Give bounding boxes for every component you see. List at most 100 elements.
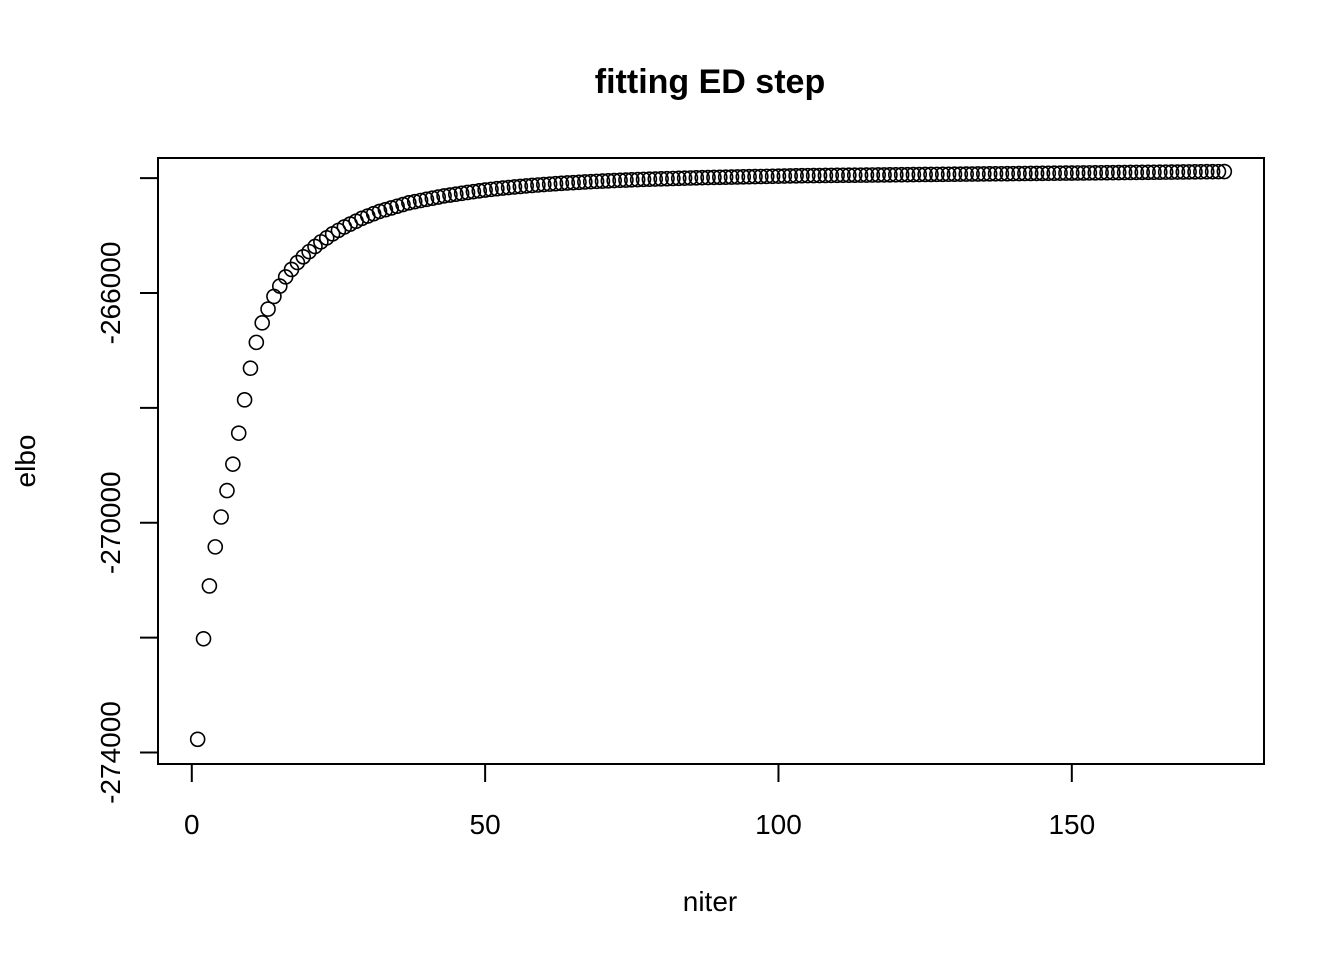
data-point — [1005, 165, 1021, 182]
data-point — [1028, 165, 1045, 182]
data-point — [459, 184, 476, 201]
data-point — [577, 174, 593, 190]
data-point — [289, 254, 306, 271]
data-point — [700, 169, 716, 186]
data-point — [823, 167, 840, 184]
data-point — [782, 168, 799, 184]
data-point — [565, 174, 581, 191]
data-point — [530, 177, 546, 193]
data-point — [430, 189, 446, 205]
data-point — [1069, 165, 1086, 181]
data-point — [976, 166, 992, 182]
data-point — [1193, 163, 1209, 180]
data-point — [442, 187, 458, 203]
data-point — [905, 166, 922, 183]
data-point — [1210, 163, 1227, 180]
data-point — [1064, 165, 1080, 181]
data-point — [1093, 164, 1109, 181]
data-point — [594, 173, 611, 189]
data-point — [506, 179, 523, 195]
data-point — [600, 173, 617, 189]
data-point — [559, 175, 576, 191]
data-point — [588, 173, 605, 190]
data-point — [535, 176, 552, 193]
data-point — [571, 174, 587, 191]
data-point — [1146, 164, 1162, 181]
data-point — [1087, 165, 1104, 181]
data-point — [582, 173, 599, 190]
data-point — [864, 167, 881, 183]
data-point — [981, 166, 998, 182]
data-point — [794, 167, 810, 184]
x-tick-label: 100 — [755, 809, 802, 840]
data-point — [635, 171, 652, 188]
x-tick-label: 50 — [470, 809, 501, 840]
data-point — [682, 170, 699, 186]
data-point — [899, 166, 916, 183]
data-point — [1140, 164, 1156, 181]
data-point — [1052, 165, 1068, 181]
data-point — [1081, 165, 1098, 181]
data-point — [518, 178, 534, 194]
data-point — [747, 168, 763, 185]
y-tick-label: -270000 — [95, 471, 126, 574]
y-tick-label: -266000 — [95, 242, 126, 345]
data-point — [723, 169, 740, 185]
data-point — [805, 167, 822, 184]
data-point — [706, 169, 722, 186]
data-point — [623, 172, 640, 188]
data-point — [471, 183, 488, 199]
data-point — [952, 166, 969, 182]
data-point — [987, 165, 1004, 182]
data-point — [1022, 165, 1039, 182]
data-point — [541, 176, 558, 192]
data-point — [201, 578, 218, 594]
data-point — [629, 171, 646, 188]
chart-title: fitting ED step — [595, 63, 825, 101]
data-point — [618, 172, 634, 188]
data-point — [242, 360, 259, 377]
data-point — [295, 248, 312, 265]
data-point — [266, 288, 282, 305]
data-point — [770, 168, 787, 184]
data-point — [395, 196, 411, 213]
data-point — [841, 167, 857, 184]
data-point — [835, 167, 851, 184]
data-point — [512, 178, 529, 195]
data-point — [547, 175, 564, 192]
data-point — [1157, 164, 1174, 180]
data-point — [1040, 165, 1057, 182]
data-point — [923, 166, 939, 183]
data-point — [424, 190, 441, 207]
data-point — [489, 180, 505, 197]
data-point — [377, 201, 394, 218]
data-point — [418, 191, 435, 208]
data-point — [776, 168, 793, 184]
data-point — [371, 203, 388, 220]
data-point — [882, 167, 898, 183]
data-point — [1011, 165, 1027, 182]
data-point — [670, 170, 687, 187]
data-point — [712, 169, 728, 186]
data-point — [940, 166, 957, 183]
data-point — [870, 167, 887, 183]
data-point — [1204, 163, 1221, 180]
data-point — [717, 169, 734, 185]
data-point — [1116, 164, 1133, 181]
data-point — [764, 168, 781, 185]
data-point — [1152, 164, 1168, 180]
data-point — [946, 166, 963, 182]
data-point — [735, 169, 752, 185]
data-point — [811, 167, 828, 184]
data-point — [958, 166, 975, 182]
data-point — [406, 193, 423, 210]
data-point — [494, 180, 511, 196]
data-point — [741, 168, 757, 185]
data-point — [524, 177, 540, 194]
data-point — [729, 169, 746, 185]
data-points — [189, 163, 1233, 748]
data-point — [1134, 164, 1151, 181]
data-point — [254, 315, 270, 331]
data-point — [1216, 163, 1233, 180]
